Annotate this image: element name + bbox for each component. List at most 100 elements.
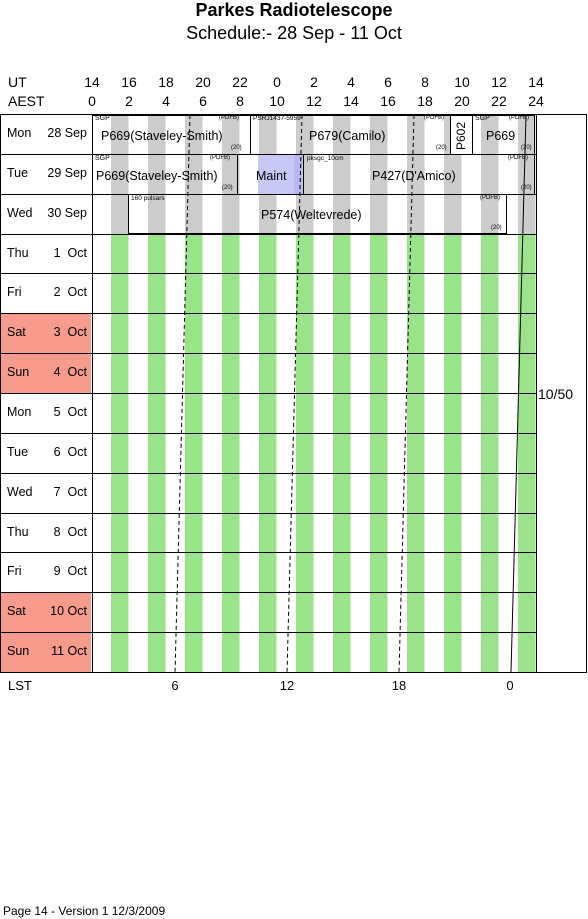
ut-label: UT	[8, 74, 27, 90]
ut-tick: 14	[528, 74, 544, 90]
mon-pdfb-tag-3: (PDFB)	[509, 115, 529, 121]
day-name: Sat	[7, 325, 26, 340]
ut-tick: 4	[347, 74, 355, 90]
tue-maint-label: Maint	[256, 169, 287, 183]
day-name: Sun	[7, 365, 30, 380]
day-name: Thu	[7, 245, 29, 260]
aest-tick: 2	[125, 93, 133, 109]
mon-p669b-label: P669	[486, 129, 516, 143]
aest-tick: 4	[162, 93, 170, 109]
mon-20-tag-3: (20)	[521, 145, 532, 151]
footer-version: Page 14 - Version 1 12/3/2009	[3, 904, 166, 918]
lst-label: LST	[8, 678, 32, 693]
day-band	[407, 114, 425, 234]
day-band	[481, 114, 499, 234]
day-name: Tue	[7, 165, 29, 180]
maint-band	[294, 155, 302, 194]
day-name: Sat	[7, 604, 26, 619]
aest-tick: 14	[343, 93, 359, 109]
day-date: 7 Oct	[53, 484, 87, 499]
mon-p602-label: P602	[454, 121, 468, 151]
schedule-subtitle: Schedule:- 28 Sep - 11 Oct	[186, 23, 402, 43]
lst-tick: 6	[171, 678, 179, 693]
night-band	[148, 233, 166, 673]
mon-p669-label: P669(Staveley-Smith)	[101, 129, 223, 143]
day-row-label: Sat 3 Oct	[1, 314, 91, 354]
day-band	[222, 114, 240, 234]
night-band	[407, 233, 425, 673]
ut-tick: 10	[454, 74, 470, 90]
tue-pdfb-tag-2: (PDFB)	[508, 155, 528, 161]
day-band	[296, 114, 314, 234]
aest-tick: 24	[528, 93, 544, 109]
day-date: 6 Oct	[53, 444, 87, 459]
wed-p574-label: P574(Weltevrede)	[261, 208, 362, 222]
wed-pdfb-tag: (PDFB)	[480, 195, 500, 201]
day-row-label: Thu 1 Oct	[1, 235, 91, 274]
day-name: Wed	[7, 484, 33, 499]
day-date: 1 Oct	[53, 245, 87, 260]
day-band	[148, 114, 166, 234]
day-row-label: Sun 4 Oct	[1, 354, 91, 394]
lst-line-0	[510, 114, 527, 673]
wed-20-tag: (20)	[491, 225, 502, 231]
mon-20-tag-1: (20)	[231, 145, 242, 151]
aest-tick: 8	[236, 93, 244, 109]
wed-pulsars-tag: 160 pulsars	[131, 195, 165, 202]
lst-tick: 0	[506, 678, 514, 693]
day-date: 10 Oct	[50, 604, 87, 619]
lst-line-12	[286, 114, 303, 673]
day-row-label: Thu 8 Oct	[1, 514, 91, 553]
ut-tick: 6	[384, 74, 392, 90]
day-band	[370, 114, 388, 234]
day-row-label: Mon 28 Sep	[1, 115, 91, 154]
page-title: Parkes Radiotelescope	[195, 0, 393, 20]
day-name: Sun	[7, 644, 30, 659]
ut-tick: 16	[121, 74, 137, 90]
tue-pksgc-tag: pksgc_10cm	[307, 155, 344, 162]
mon-sgp-tag: SGP	[95, 115, 110, 122]
mon-pdfb-tag-1: (PDFB)	[219, 115, 239, 121]
night-band	[333, 233, 351, 673]
day-row-label: Fri 9 Oct	[1, 553, 91, 592]
aest-tick: 6	[199, 93, 207, 109]
lst-line-6	[174, 114, 191, 673]
day-date: 11 Oct	[51, 644, 87, 659]
ut-tick: 18	[158, 74, 174, 90]
day-date: 2 Oct	[53, 285, 87, 300]
aest-tick: 22	[491, 93, 507, 109]
day-row-label: Wed 30 Sep	[1, 195, 91, 234]
day-name: Fri	[7, 564, 22, 579]
lst-tick: 18	[391, 678, 407, 693]
night-band	[259, 233, 277, 673]
night-band	[444, 233, 462, 673]
aest-label: AEST	[8, 93, 45, 109]
night-band	[185, 233, 203, 673]
lst-line-18	[398, 114, 415, 673]
mon-20-tag-2: (20)	[436, 145, 447, 151]
day-date: 30 Sep	[47, 205, 87, 220]
day-band	[333, 114, 351, 234]
day-band	[518, 114, 536, 234]
day-name: Wed	[7, 205, 33, 220]
day-row-label: Mon 5 Oct	[1, 394, 91, 433]
day-row-label: Fri 2 Oct	[1, 274, 91, 313]
day-band	[111, 114, 129, 234]
night-band	[222, 233, 240, 673]
ut-tick: 20	[195, 74, 211, 90]
tue-p427-label: P427(D'Amico)	[372, 169, 456, 183]
mon-psrj-tag: PSRJ1437-5959	[253, 115, 301, 122]
aest-tick: 20	[454, 93, 470, 109]
tue-p669-label: P669(Staveley-Smith)	[96, 169, 218, 183]
tue-20-tag-1: (20)	[222, 185, 233, 191]
day-row-label: Sat 10 Oct	[1, 593, 91, 633]
day-date: 3 Oct	[53, 325, 87, 340]
tue-sgp-tag: SGP	[95, 155, 110, 162]
ut-tick: 14	[84, 74, 100, 90]
day-date: 28 Sep	[47, 126, 87, 140]
aest-tick: 16	[380, 93, 396, 109]
day-date: 5 Oct	[53, 405, 87, 420]
day-date: 29 Sep	[47, 165, 87, 180]
hours-total: 10/50	[538, 386, 574, 402]
